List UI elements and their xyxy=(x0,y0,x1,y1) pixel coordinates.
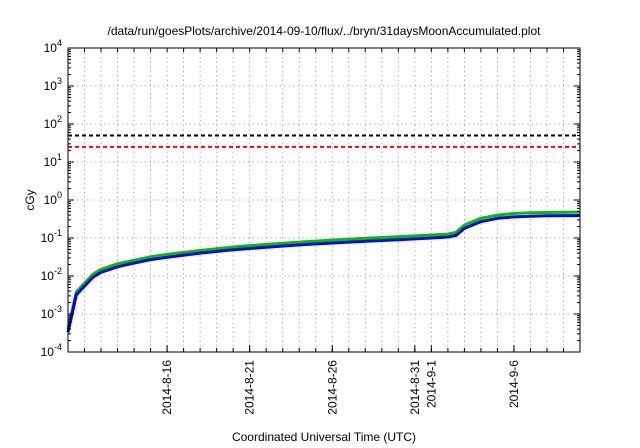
y-tick-label: 10-4 xyxy=(41,342,62,359)
x-tick-label: 2014-8-16 xyxy=(160,360,174,415)
series-line xyxy=(66,210,581,330)
y-axis-label: cGy xyxy=(23,189,37,210)
y-tick-label: 104 xyxy=(44,38,62,55)
x-tick-label: 2014-8-26 xyxy=(325,360,339,415)
y-tick-label: 101 xyxy=(44,152,62,169)
x-tick-label: 2014-8-21 xyxy=(243,360,257,415)
y-tick-label: 100 xyxy=(44,190,62,207)
x-tick-label: 2014-9-1 xyxy=(424,360,438,408)
x-axis: 2014-8-16 2014-8-21 2014-8-26 2014-8-31 2014… xyxy=(67,48,581,415)
x-axis-label: Coordinated Universal Time (UTC) xyxy=(232,430,416,444)
chart-title: /data/run/goesPlots/archive/2014-09-10/f… xyxy=(108,24,542,38)
reference-lines xyxy=(68,134,580,148)
x-tick-label: 2014-8-31 xyxy=(408,360,422,415)
y-tick-label: 10-3 xyxy=(41,304,62,321)
y-axis: 10-4 10-3 10-2 10-1 100 101 102 103 104 xyxy=(41,38,580,359)
y-tick-label: 10-2 xyxy=(41,266,62,283)
y-tick-label: 103 xyxy=(44,76,62,93)
series-lines xyxy=(66,210,581,333)
y-tick-label: 102 xyxy=(44,114,62,131)
x-tick-label: 2014-9-6 xyxy=(507,360,521,408)
series-line xyxy=(66,214,581,333)
grid xyxy=(68,48,580,352)
y-tick-label: 10-1 xyxy=(41,228,62,245)
